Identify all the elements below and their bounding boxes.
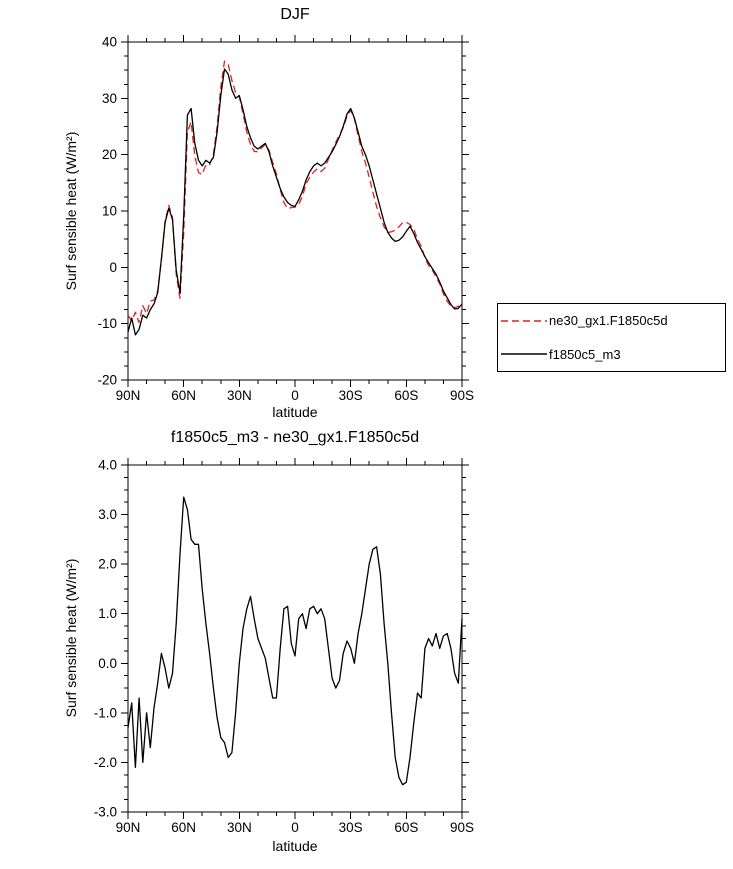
series-line-f1850c5_m3 [127, 68, 463, 336]
x-tick-label: 60S [394, 820, 418, 835]
plot-frame [127, 464, 463, 813]
y-tick-label: -2.0 [94, 755, 117, 770]
x-tick-label: 90N [116, 388, 141, 403]
legend-line-red-dashed [501, 319, 547, 323]
y-tick-label: 3.0 [98, 507, 117, 522]
y-tick-label: 1.0 [98, 606, 117, 621]
legend-item-ne30: ne30_gx1.F1850c5d [498, 304, 725, 338]
y-tick-label: 30 [102, 91, 117, 106]
bottom-x-axis-label: latitude [272, 838, 318, 854]
x-tick-label: 0 [291, 388, 299, 403]
y-tick-label: 0 [109, 260, 117, 275]
y-tick-label: -20 [97, 373, 117, 388]
x-tick-label: 60S [394, 388, 418, 403]
bottom-chart-title: f1850c5_m3 - ne30_gx1.F1850c5d [170, 429, 420, 446]
series-line-difference [127, 496, 463, 786]
y-tick-label: -1.0 [94, 705, 117, 720]
x-tick-label: 0 [291, 820, 299, 835]
y-tick-label: 20 [102, 147, 117, 162]
x-tick-label: 30S [339, 820, 363, 835]
top-x-axis-label: latitude [272, 404, 318, 420]
plot-frame [127, 41, 463, 381]
legend-label-ne30: ne30_gx1.F1850c5d [549, 313, 668, 329]
y-tick-label: 0.0 [98, 656, 117, 671]
legend-box: ne30_gx1.F1850c5d f1850c5_m3 [497, 303, 726, 372]
y-tick-label: 4.0 [98, 458, 117, 473]
x-tick-label: 30S [339, 388, 363, 403]
y-tick-label: -10 [97, 316, 117, 331]
x-tick-label: 30N [227, 388, 252, 403]
bottom-y-axis-label: Surf sensible heat (W/m²) [63, 558, 79, 718]
legend-line-black-solid [501, 352, 547, 356]
x-tick-label: 90S [450, 820, 474, 835]
y-tick-label: -3.0 [94, 805, 117, 820]
x-tick-label: 90N [116, 820, 141, 835]
y-tick-label: 2.0 [98, 557, 117, 572]
x-tick-label: 60N [171, 820, 196, 835]
x-tick-label: 30N [227, 820, 252, 835]
legend-item-f1850: f1850c5_m3 [498, 338, 725, 372]
x-tick-label: 60N [171, 388, 196, 403]
y-tick-label: 40 [102, 35, 117, 50]
legend-label-f1850: f1850c5_m3 [549, 346, 621, 362]
x-tick-label: 90S [450, 388, 474, 403]
top-y-axis-label: Surf sensible heat (W/m²) [63, 131, 79, 291]
top-chart-title: DJF [280, 6, 310, 23]
y-tick-label: 10 [102, 204, 117, 219]
